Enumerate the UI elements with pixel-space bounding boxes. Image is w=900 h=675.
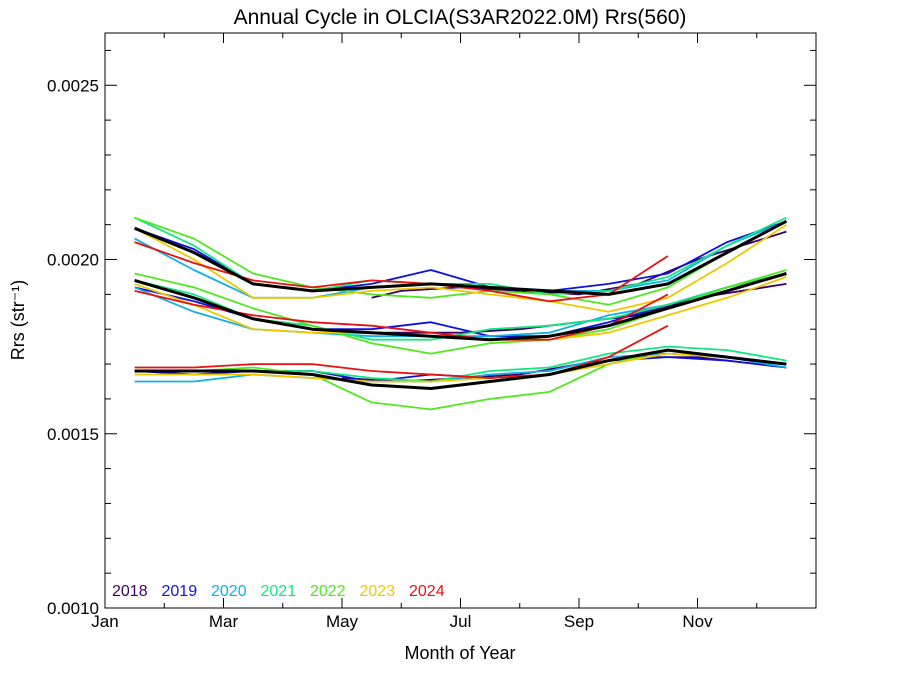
- x-axis-label: Month of Year: [404, 643, 515, 663]
- y-axis-label: Rrs (str⁻¹): [8, 280, 28, 360]
- x-tick-label: Mar: [209, 612, 239, 631]
- legend-item-2020: 2020: [211, 583, 247, 600]
- series-line-2019: [134, 220, 787, 292]
- series-line-2020: [134, 272, 787, 338]
- axes: Jan Mar May Jul Sep Nov 0.0010 0.0015 0.0020 0.00…: [47, 33, 816, 631]
- x-tick-label: Jul: [450, 612, 472, 631]
- series-line-2023: [134, 223, 787, 313]
- series-line-2024: [134, 324, 669, 379]
- series-line-2024: [134, 290, 669, 341]
- series-line-2021: [134, 216, 787, 296]
- y-tick-label: 0.0010: [47, 599, 99, 618]
- series-line-2023: [134, 352, 787, 383]
- climatology-line: [134, 348, 787, 390]
- y-tick-label: 0.0025: [47, 76, 99, 95]
- chart-title: Annual Cycle in OLCIA(S3AR2022.0M) Rrs(5…: [234, 6, 687, 29]
- y-tick-label: 0.0020: [47, 251, 99, 270]
- climatology-line: [134, 272, 787, 342]
- x-tick-label: Nov: [682, 612, 713, 631]
- plot-lines: [134, 216, 788, 411]
- legend-item-2023: 2023: [360, 583, 396, 600]
- climatology-line: [134, 219, 788, 296]
- x-tick-label: Jan: [91, 612, 118, 631]
- legend-item-2024: 2024: [409, 583, 445, 600]
- plot-frame: [104, 32, 817, 609]
- x-tick-label: Sep: [564, 612, 594, 631]
- series-line-2022: [134, 216, 787, 306]
- legend-item-2018: 2018: [112, 583, 148, 600]
- series-line-2024: [134, 241, 669, 303]
- legend-item-2022: 2022: [310, 583, 346, 600]
- x-tick-label: May: [326, 612, 359, 631]
- series-line-2019: [134, 272, 787, 338]
- legend-item-2019: 2019: [162, 583, 198, 600]
- legend-item-2021: 2021: [261, 583, 297, 600]
- y-tick-label: 0.0015: [47, 425, 99, 444]
- legend: 2018 2019 2020 2021 2022 2023 2024: [112, 583, 445, 600]
